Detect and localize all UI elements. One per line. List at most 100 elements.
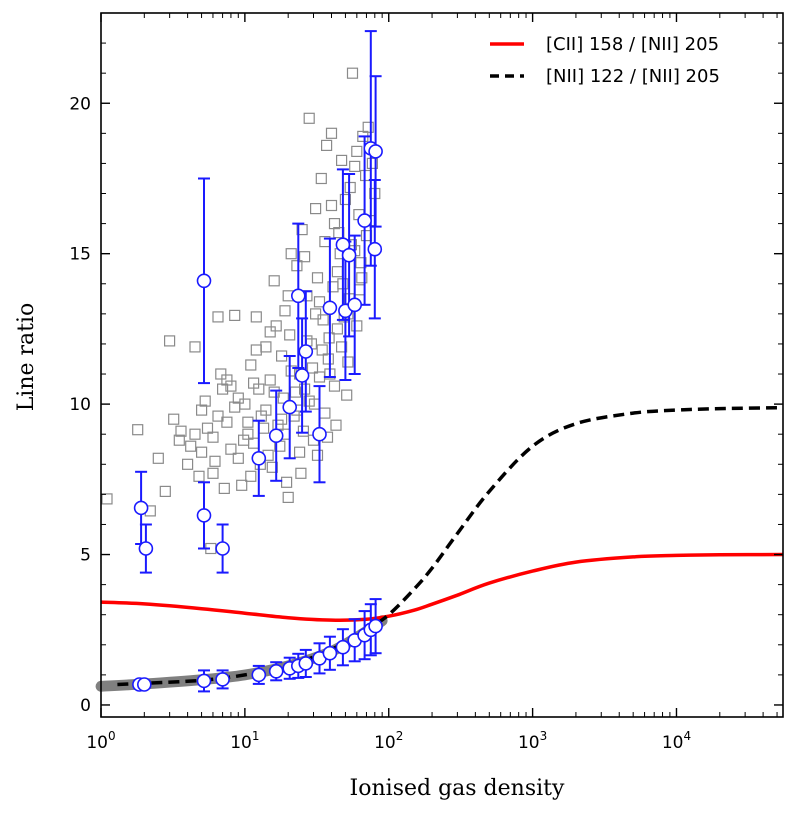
grey-square-point-90 xyxy=(207,431,219,443)
grey-square-point-16 xyxy=(212,311,224,323)
high-point-12 xyxy=(322,300,338,316)
grey-square-point-128 xyxy=(297,425,309,437)
grey-square-point-97 xyxy=(285,365,297,377)
grey-square-point-59 xyxy=(322,353,334,365)
high-point-8 xyxy=(290,288,306,304)
grey-square-point-62 xyxy=(328,218,341,230)
high-point-17 xyxy=(357,213,372,228)
grey-square-point-81 xyxy=(242,416,254,428)
y-tick-label-2: 10 xyxy=(69,395,91,415)
legend-label-cii: [CII] 158 / [NII] 205 xyxy=(546,34,719,55)
grey-square-point-53 xyxy=(311,272,324,284)
grey-square-point-132 xyxy=(336,341,348,353)
grey-square-point-23 xyxy=(236,479,248,491)
cii-nii-curve xyxy=(100,552,784,622)
grey-square-point-39 xyxy=(279,305,291,317)
grey-square-point-91 xyxy=(221,416,233,428)
x-tick-label-4: 104 xyxy=(662,729,691,753)
nii-nii-curve xyxy=(117,405,784,687)
grey-square-point-118 xyxy=(349,160,361,172)
x-tick-label-1: 101 xyxy=(230,729,259,753)
low-point-1 xyxy=(137,677,152,692)
high-point-19 xyxy=(367,241,383,257)
grey-square-point-138 xyxy=(281,476,293,488)
grey-square-point-143 xyxy=(341,389,353,401)
low-point-15 xyxy=(368,618,383,634)
grey-square-point-135 xyxy=(366,157,378,169)
grey-square-point-74 xyxy=(355,257,367,269)
grey-square-point-93 xyxy=(248,377,260,389)
grey-square-point-142 xyxy=(330,419,342,431)
high-point-10 xyxy=(298,344,314,359)
y-tick-label-4: 20 xyxy=(69,94,91,114)
grey-square-point-33 xyxy=(264,374,276,386)
y-tick-label-3: 15 xyxy=(69,245,91,265)
low-point-8 xyxy=(298,656,314,671)
grey-square-point-92 xyxy=(232,452,244,464)
grey-square-point-108 xyxy=(196,404,208,416)
legend: [CII] 158 / [NII] 205 [NII] 122 / [NII] … xyxy=(490,34,720,87)
model-curves xyxy=(100,405,784,687)
grey-square-point-22 xyxy=(232,392,244,404)
grey-square-point-84 xyxy=(294,446,306,458)
grey-square-point-42 xyxy=(285,248,297,260)
grey-square-point-55 xyxy=(315,172,327,185)
grey-square-point-139 xyxy=(295,467,307,479)
high-point-15 xyxy=(341,247,357,263)
grey-square-point-12 xyxy=(199,395,211,407)
grey-square-point-41 xyxy=(284,329,296,341)
grey-square-point-72 xyxy=(351,145,363,157)
grey-square-point-65 xyxy=(336,154,348,166)
grey-square-point-18 xyxy=(217,383,229,395)
x-axis-title: Ionised gas density xyxy=(350,776,565,801)
grey-square-point-114 xyxy=(299,251,311,263)
grey-square-point-9 xyxy=(189,341,201,353)
grey-square-point-58 xyxy=(321,139,333,151)
grey-square-point-111 xyxy=(250,344,262,356)
grey-square-point-116 xyxy=(325,199,338,212)
grey-square-point-44 xyxy=(291,260,303,272)
grey-square-point-115 xyxy=(310,308,322,320)
grey-square-point-28 xyxy=(250,311,262,323)
grey-square-point-82 xyxy=(260,404,272,416)
grey-square-point-77 xyxy=(362,121,374,133)
high-point-9 xyxy=(294,368,310,383)
high-point-11 xyxy=(312,426,327,442)
grey-square-point-130 xyxy=(316,344,328,356)
grey-square-point-4 xyxy=(159,485,171,497)
high-point-20 xyxy=(368,144,383,159)
grey-square-point-47 xyxy=(299,383,311,395)
grey-square-point-100 xyxy=(306,362,319,374)
grey-square-point-60 xyxy=(325,127,338,139)
grey-square-point-123 xyxy=(218,482,230,494)
grey-square-point-10 xyxy=(189,428,201,440)
x-tick-label-3: 103 xyxy=(518,729,547,753)
high-point-16 xyxy=(347,297,363,313)
high-point-0 xyxy=(133,500,149,516)
grey-square-point-67 xyxy=(339,193,351,206)
high-point-3 xyxy=(196,508,212,523)
blue-circle-points xyxy=(132,141,383,692)
low-point-11 xyxy=(335,639,351,655)
grey-square-point-38 xyxy=(277,392,289,404)
y-tick-label-0: 0 xyxy=(80,696,91,716)
low-point-2 xyxy=(196,673,212,689)
grey-square-point-87 xyxy=(328,380,341,392)
grey-square-point-122 xyxy=(209,455,221,467)
x-tick-label-2: 102 xyxy=(374,729,403,753)
grey-square-point-52 xyxy=(310,203,322,215)
grey-square-point-6 xyxy=(168,413,180,425)
grey-square-point-15 xyxy=(207,467,219,479)
grey-square-point-7 xyxy=(173,434,185,446)
grey-square-point-134 xyxy=(356,272,368,284)
high-point-6 xyxy=(268,428,284,444)
y-tick-label-1: 5 xyxy=(80,546,91,566)
grey-square-point-120 xyxy=(175,425,187,437)
high-point-2 xyxy=(196,273,212,289)
grey-square-point-1 xyxy=(132,424,144,436)
grey-square-point-101 xyxy=(313,296,326,308)
high-point-13 xyxy=(335,237,351,252)
x-tick-label-0: 100 xyxy=(86,729,115,753)
low-point-3 xyxy=(215,672,230,687)
y-axis-title: Line ratio xyxy=(14,303,39,412)
